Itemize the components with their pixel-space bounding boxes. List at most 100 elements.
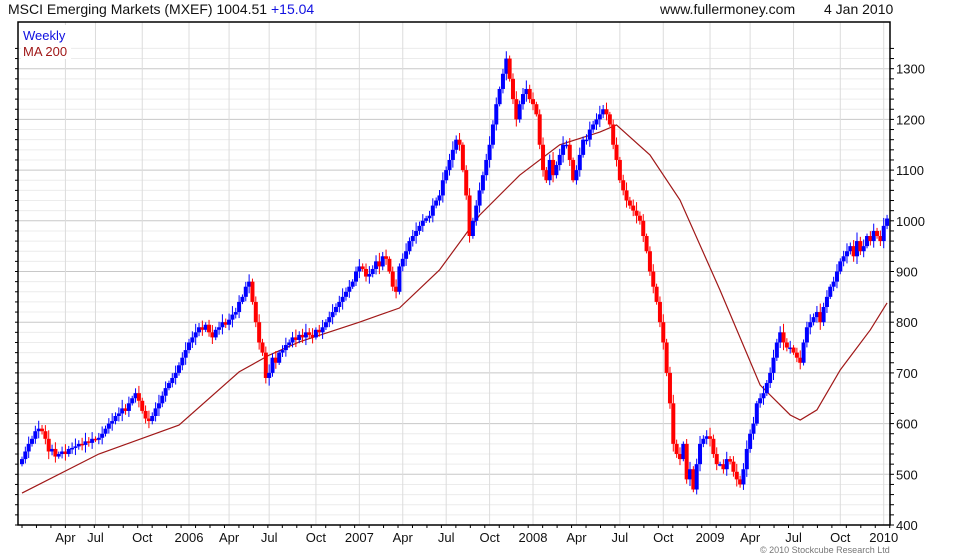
candle-body <box>213 329 218 338</box>
candle <box>524 80 529 102</box>
candle <box>240 294 245 305</box>
candle <box>537 109 542 150</box>
candle <box>708 427 713 447</box>
candle <box>113 412 118 425</box>
candle-body <box>323 322 328 328</box>
candle-body <box>490 124 495 145</box>
candle <box>407 237 412 255</box>
candle <box>677 447 682 466</box>
candle-body <box>657 301 662 323</box>
candle <box>440 172 445 203</box>
candle-body <box>477 190 482 206</box>
candle-body <box>46 438 51 452</box>
candle <box>671 394 676 452</box>
axes: 400 500 600 700 800 900 1000 1100 1200 1300 Apr Jul… <box>15 47 925 545</box>
candle <box>885 214 890 230</box>
candle <box>170 373 175 388</box>
candle <box>364 263 369 282</box>
x-tick-label: 2007 <box>345 530 374 545</box>
candle-body <box>437 195 442 201</box>
candle <box>66 445 71 457</box>
candle-body <box>557 154 562 166</box>
candle-body <box>611 124 616 145</box>
candle <box>801 339 806 366</box>
plot-frame <box>17 21 891 526</box>
candle-body <box>871 230 876 242</box>
candle <box>33 425 38 444</box>
candle <box>277 350 282 365</box>
x-tick-label: 2008 <box>519 530 548 545</box>
candle-body <box>601 109 606 115</box>
candle <box>480 171 485 194</box>
candle <box>754 400 759 426</box>
candle <box>444 166 449 184</box>
candle <box>724 451 729 476</box>
candle <box>384 249 389 265</box>
candle <box>554 161 559 179</box>
candle-body <box>828 286 833 297</box>
x-tick-label: Oct <box>830 530 851 545</box>
candle-body <box>103 428 108 434</box>
candle-body <box>537 114 542 145</box>
candle <box>768 367 773 388</box>
candle <box>834 264 839 289</box>
candle-body <box>744 448 749 470</box>
candle-body <box>20 459 24 465</box>
site-link[interactable]: www.fullermoney.com <box>660 1 796 17</box>
candle <box>855 232 859 264</box>
candle-body <box>467 195 472 237</box>
candle <box>63 444 68 461</box>
candle <box>243 281 248 302</box>
x-tick-label: Jul <box>612 530 629 545</box>
candle-body <box>40 428 45 432</box>
candle-body <box>176 365 181 373</box>
candle <box>728 456 733 465</box>
candle-body <box>574 170 579 181</box>
candle <box>43 425 48 445</box>
candle <box>814 305 819 323</box>
candle-body <box>784 342 789 348</box>
candle-body <box>66 448 71 455</box>
candle-body <box>604 109 609 115</box>
candle <box>644 233 649 254</box>
candle-body <box>734 471 739 480</box>
candle <box>83 432 88 453</box>
candle <box>56 451 61 459</box>
candle <box>180 352 185 371</box>
candle <box>581 136 586 158</box>
candle-body <box>207 324 212 333</box>
candle-body <box>554 165 559 176</box>
candle-body <box>637 215 642 221</box>
candle <box>90 432 95 449</box>
candle-body <box>714 454 719 465</box>
candle-body <box>343 291 348 297</box>
candle <box>156 394 161 417</box>
title-text: MSCI Emerging Markets (MXEF) 1004.51 <box>8 1 268 17</box>
candle-body <box>524 88 529 95</box>
candle-body <box>200 327 205 330</box>
candle <box>53 442 58 463</box>
candle <box>257 314 262 350</box>
candle-body <box>223 322 228 325</box>
candle <box>791 345 796 355</box>
candle <box>387 256 392 274</box>
candle <box>417 221 422 235</box>
candle <box>273 350 278 369</box>
candle-body <box>270 357 275 373</box>
candle-body <box>290 337 295 343</box>
candle <box>641 214 646 243</box>
candle <box>150 412 155 425</box>
candle-body <box>544 170 549 181</box>
candle <box>531 92 536 111</box>
candle-body <box>390 271 395 287</box>
candle-body <box>267 372 272 378</box>
candle-body <box>394 286 399 292</box>
candle-body <box>855 241 859 257</box>
candle-body <box>684 443 689 480</box>
candle <box>100 426 105 445</box>
candle <box>601 105 606 119</box>
candle <box>397 263 402 295</box>
candle-body <box>607 114 612 125</box>
candle-body <box>414 230 419 237</box>
candle <box>517 100 522 123</box>
